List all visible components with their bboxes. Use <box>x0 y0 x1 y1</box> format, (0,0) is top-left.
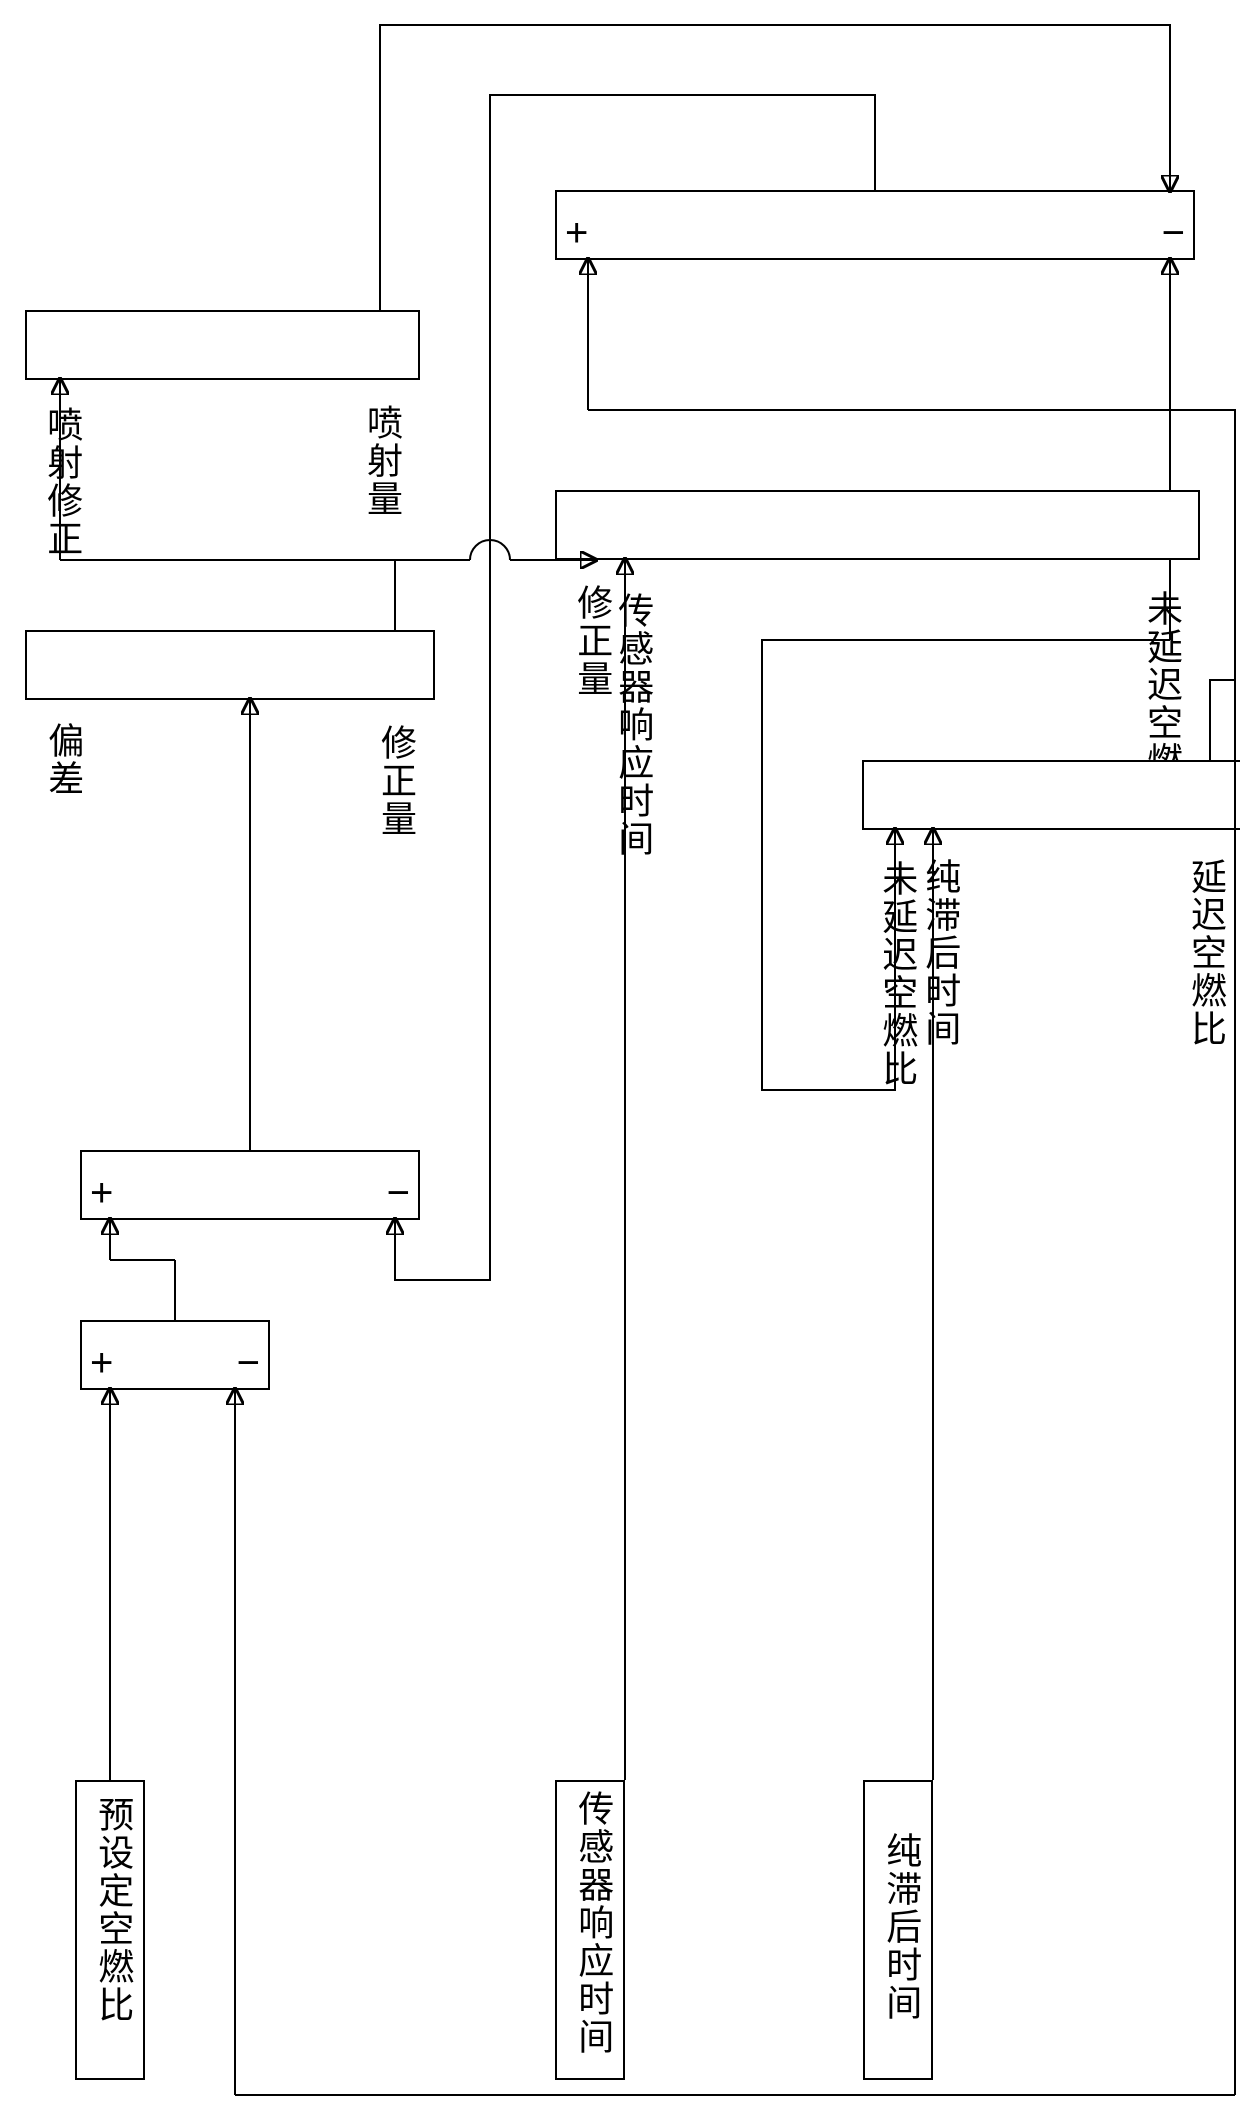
block-delayed-in1-label: 未延迟空燃比 <box>876 860 919 1088</box>
sum3-minus: − <box>1162 211 1185 256</box>
block-undelayed-in2-label: 传感器响应时间 <box>612 592 655 858</box>
block-undelayed-in1-label: 修正量 <box>571 584 614 698</box>
block-correction: 偏差 修正量 <box>25 630 435 700</box>
sum3: + − <box>555 190 1195 260</box>
block-correction-in-label: 偏差 <box>42 722 85 798</box>
sum1-minus: − <box>237 1341 260 1386</box>
block-injection-in-label: 喷射修正 <box>41 406 84 558</box>
input-lag-time: 纯滞后时间 <box>863 1780 933 2080</box>
block-delayed: 未延迟空燃比 纯滞后时间 延迟空燃比 <box>862 760 1240 830</box>
sum1-plus: + <box>90 1341 113 1386</box>
sum2: + − <box>80 1150 420 1220</box>
block-delayed-in2-label: 纯滞后时间 <box>919 858 962 1048</box>
input-preset-afr-label: 预设定空燃比 <box>92 1796 135 2024</box>
block-injection: 喷射修正 喷射量 <box>25 310 420 380</box>
sum2-minus: − <box>387 1171 410 1216</box>
block-delayed-out-label: 延迟空燃比 <box>1185 858 1228 1048</box>
block-correction-out-label: 修正量 <box>375 724 418 838</box>
sum1: + − <box>80 1320 270 1390</box>
input-sensor-time-label: 传感器响应时间 <box>572 1790 615 2056</box>
block-injection-out-label: 喷射量 <box>361 404 404 518</box>
sum2-plus: + <box>90 1171 113 1216</box>
input-preset-afr: 预设定空燃比 <box>75 1780 145 2080</box>
block-undelayed: 修正量 传感器响应时间 未延迟空燃比 <box>555 490 1200 560</box>
sum3-plus: + <box>565 211 588 256</box>
input-sensor-time: 传感器响应时间 <box>555 1780 625 2080</box>
input-lag-time-label: 纯滞后时间 <box>880 1832 923 2022</box>
